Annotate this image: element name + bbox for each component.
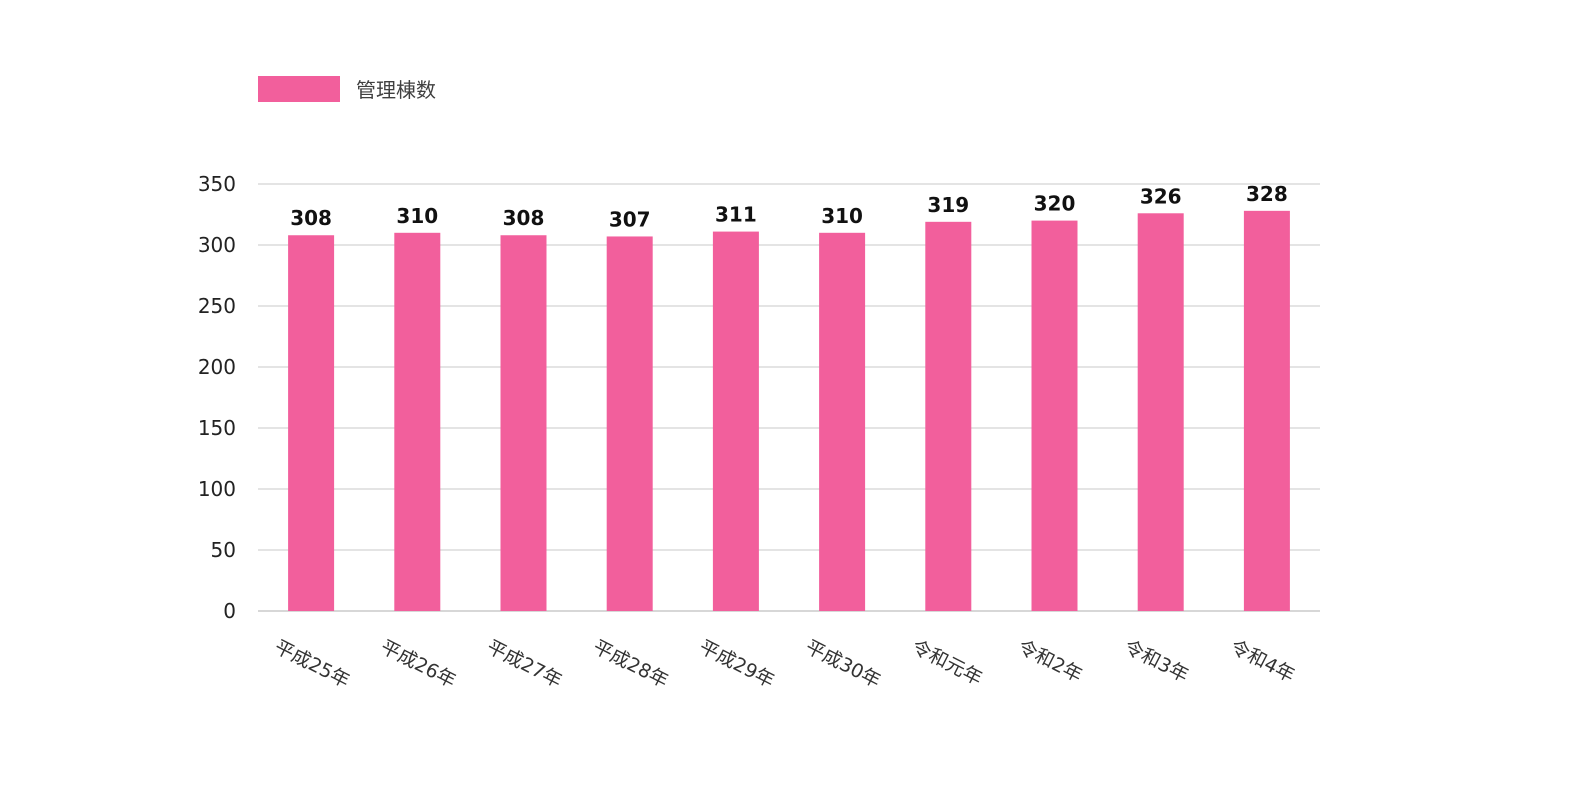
bar — [606, 236, 653, 611]
y-tick-label: 50 — [211, 538, 236, 562]
data-labels: 308 310 308 307 311 310 319 320 326 328 — [290, 182, 1288, 232]
x-tick-label: 平成29年 — [696, 636, 778, 692]
bar — [1137, 213, 1184, 611]
bar — [712, 231, 759, 611]
legend-swatch — [258, 75, 340, 102]
y-tick-label: 200 — [198, 355, 236, 379]
x-tick-label: 令和元年 — [908, 636, 986, 690]
y-tick-label: 350 — [198, 172, 236, 196]
data-label: 310 — [396, 204, 438, 228]
bar — [288, 235, 335, 612]
data-label: 310 — [821, 204, 863, 228]
data-label: 320 — [1034, 192, 1076, 216]
bar — [1243, 210, 1290, 611]
legend: 管理棟数 — [258, 74, 436, 103]
x-tick-label: 平成27年 — [483, 636, 565, 692]
data-label: 328 — [1246, 182, 1288, 206]
legend-label: 管理棟数 — [356, 78, 436, 102]
y-tick-label: 100 — [198, 477, 236, 501]
y-axis-ticks: 0 50 100 150 200 250 300 350 — [198, 172, 236, 623]
x-tick-label: 令和3年 — [1120, 636, 1192, 687]
data-label: 307 — [609, 207, 651, 231]
bar — [500, 235, 547, 612]
data-label: 326 — [1140, 184, 1182, 208]
y-tick-label: 300 — [198, 233, 236, 257]
x-tick-label: 令和2年 — [1014, 636, 1086, 687]
y-tick-label: 150 — [198, 416, 236, 440]
y-tick-label: 0 — [223, 599, 236, 623]
bar — [1031, 220, 1078, 611]
x-tick-label: 令和4年 — [1227, 636, 1299, 687]
x-tick-label: 平成30年 — [802, 636, 884, 692]
x-tick-label: 平成26年 — [377, 636, 459, 692]
data-label: 311 — [715, 203, 757, 227]
bar — [819, 232, 866, 612]
bar — [925, 221, 972, 611]
x-tick-label: 平成25年 — [271, 636, 353, 692]
data-label: 308 — [290, 206, 332, 230]
x-tick-label: 平成28年 — [589, 636, 671, 692]
y-tick-label: 250 — [198, 294, 236, 318]
data-label: 319 — [927, 193, 969, 217]
x-axis-ticks: 平成25年 平成26年 平成27年 平成28年 平成29年 平成30年 令和元年 令和2年 令和… — [271, 636, 1298, 692]
bars — [288, 210, 1290, 612]
data-label: 308 — [503, 206, 545, 230]
bar — [394, 232, 441, 612]
